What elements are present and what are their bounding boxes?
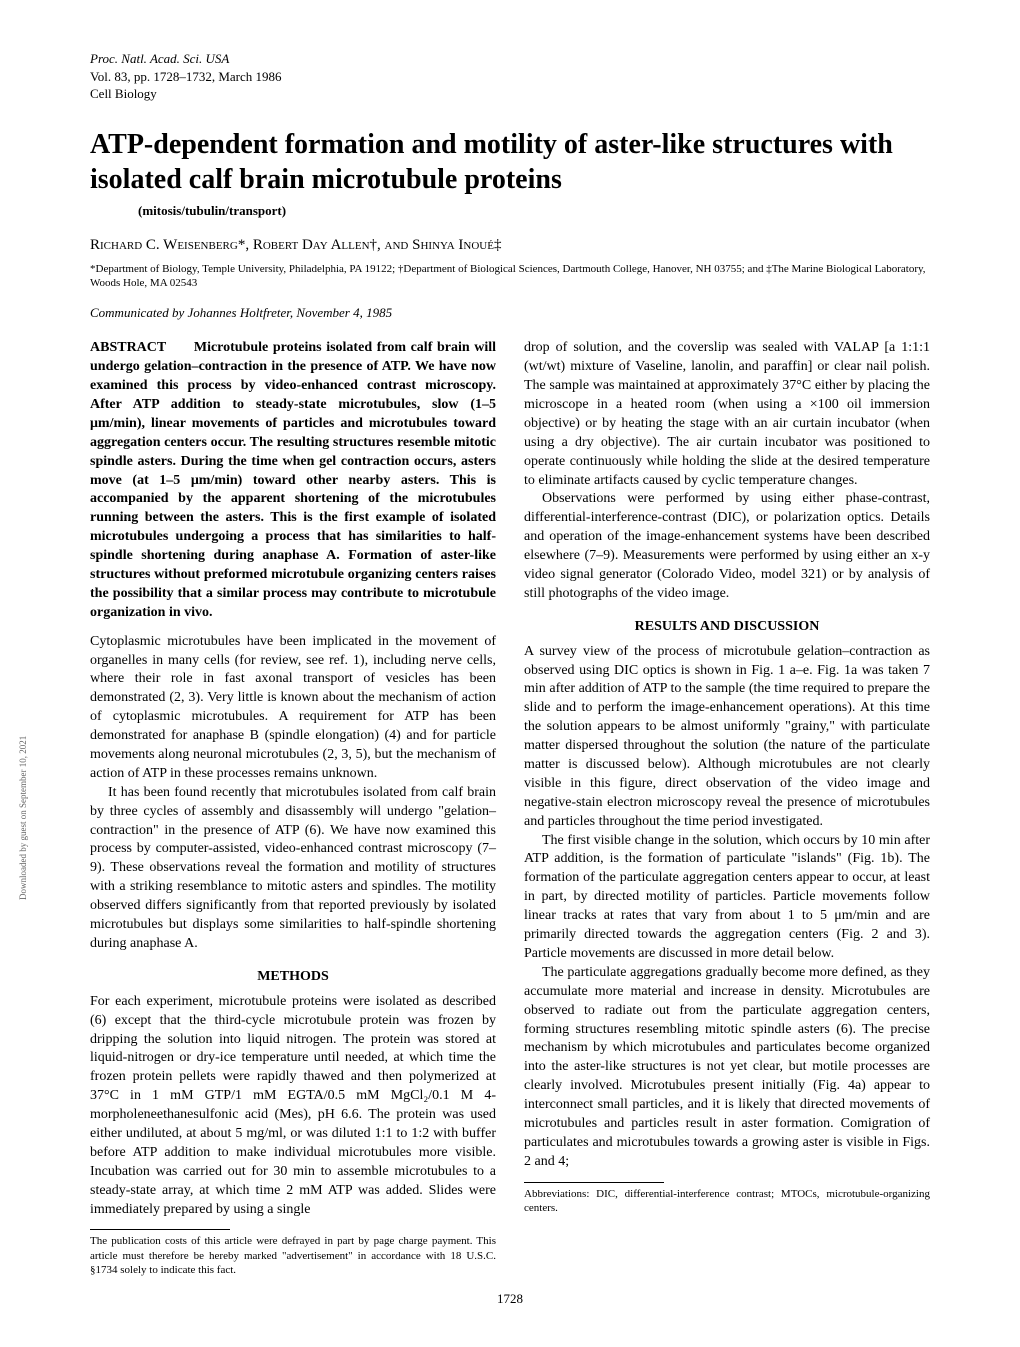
journal-name: Proc. Natl. Acad. Sci. USA	[90, 50, 930, 68]
intro-p2: It has been found recently that microtub…	[90, 784, 496, 954]
right-column: drop of solution, and the coverslip was …	[524, 339, 930, 1277]
journal-section: Cell Biology	[90, 85, 930, 103]
results-p1: A survey view of the process of microtub…	[524, 643, 930, 832]
results-p2: The first visible change in the solution…	[524, 832, 930, 964]
article-title: ATP-dependent formation and motility of …	[90, 127, 930, 197]
abbreviations-footnote: Abbreviations: DIC, differential-interfe…	[524, 1187, 930, 1216]
methods-p1: For each experiment, microtubule protein…	[90, 993, 496, 1220]
results-heading: RESULTS AND DISCUSSION	[524, 618, 930, 637]
methods-cont-p2: Observations were performed by using eit…	[524, 490, 930, 603]
affiliations: *Department of Biology, Temple Universit…	[90, 262, 930, 292]
footnote-separator	[90, 1229, 230, 1230]
page-container: Proc. Natl. Acad. Sci. USA Vol. 83, pp. …	[0, 0, 1020, 1347]
authors: Richard C. Weisenberg*, Robert Day Allen…	[90, 237, 930, 254]
abstract-text: Microtubule proteins isolated from calf …	[90, 340, 496, 619]
results-p3: The particulate aggregations gradually b…	[524, 964, 930, 1172]
methods-heading: METHODS	[90, 968, 496, 987]
two-column-layout: ABSTRACT Microtubule proteins isolated f…	[90, 339, 930, 1277]
page-number: 1728	[90, 1291, 930, 1307]
left-column: ABSTRACT Microtubule proteins isolated f…	[90, 339, 496, 1277]
publication-footnote: The publication costs of this article we…	[90, 1234, 496, 1277]
abstract: ABSTRACT Microtubule proteins isolated f…	[90, 339, 496, 622]
abstract-label: ABSTRACT	[90, 340, 166, 355]
footnote-separator-right	[524, 1182, 664, 1183]
intro-p1: Cytoplasmic microtubules have been impli…	[90, 633, 496, 784]
journal-header: Proc. Natl. Acad. Sci. USA Vol. 83, pp. …	[90, 50, 930, 103]
journal-volume: Vol. 83, pp. 1728–1732, March 1986	[90, 68, 930, 86]
methods-cont-p1: drop of solution, and the coverslip was …	[524, 339, 930, 490]
communicated-by: Communicated by Johannes Holtfreter, Nov…	[90, 305, 930, 321]
keywords: (mitosis/tubulin/transport)	[90, 203, 930, 219]
download-notice: Downloaded by guest on September 10, 202…	[18, 736, 28, 900]
